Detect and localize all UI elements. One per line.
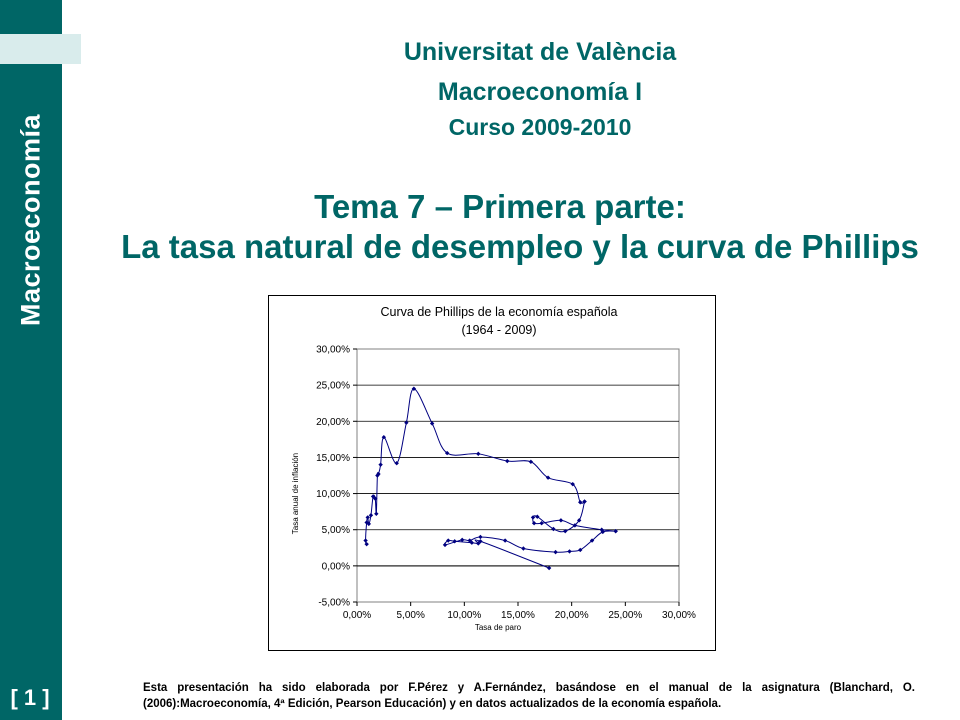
data-point xyxy=(442,542,448,548)
data-point xyxy=(411,386,417,391)
data-point xyxy=(378,462,383,467)
y-tick-label: -5,00% xyxy=(318,598,350,609)
data-point xyxy=(476,541,481,546)
chart-axes xyxy=(353,348,680,606)
data-point xyxy=(376,471,381,477)
data-point xyxy=(576,518,582,523)
data-point xyxy=(531,521,537,526)
x-tick-label: 30,00% xyxy=(662,610,696,621)
data-point xyxy=(394,461,399,466)
data-point xyxy=(478,534,483,540)
topic-subtitle: La tasa natural de desempleo y la curva … xyxy=(121,228,919,265)
x-tick-label: 0,00% xyxy=(343,610,371,621)
chart-series xyxy=(363,386,618,571)
y-tick-label: 10,00% xyxy=(316,489,350,500)
data-point xyxy=(404,420,409,425)
data-point xyxy=(521,546,526,551)
plot-area xyxy=(356,348,680,603)
chart-canvas: -5,00%0,00%5,00%10,00%15,00%20,00%25,00%… xyxy=(291,305,696,632)
x-axis-label: Tasa de paro xyxy=(475,623,522,632)
data-point xyxy=(374,511,379,517)
topic-title: Tema 7 – Primera parte: xyxy=(314,188,686,225)
data-point xyxy=(600,529,605,535)
course-name: Macroeconomía I xyxy=(437,78,643,106)
data-point xyxy=(373,496,378,501)
page-number: [ 1 ] xyxy=(10,685,50,710)
data-point xyxy=(551,526,556,532)
footer-note: Esta presentación ha sido elaborada por … xyxy=(143,682,915,710)
data-point xyxy=(446,538,451,543)
data-point xyxy=(558,518,564,523)
university-name: Universitat de València xyxy=(403,38,677,66)
y-tick-label: 15,00% xyxy=(316,453,350,464)
x-tick-label: 15,00% xyxy=(501,610,535,621)
series-line xyxy=(443,530,616,569)
data-point xyxy=(476,451,481,457)
y-tick-label: 0,00% xyxy=(322,561,350,572)
series-line xyxy=(532,501,616,533)
data-point xyxy=(546,565,552,571)
y-tick-label: 25,00% xyxy=(316,381,350,392)
chart-gridlines xyxy=(356,348,680,603)
data-point xyxy=(429,421,435,426)
data-point xyxy=(365,515,370,520)
y-axis-label: Tasa anual de inflación xyxy=(291,453,300,534)
chart-title: Curva de Phillips de la economía español… xyxy=(381,305,618,319)
x-tick-label: 20,00% xyxy=(555,610,589,621)
data-point xyxy=(469,540,475,545)
data-point xyxy=(368,513,374,518)
data-point xyxy=(364,541,369,547)
y-tick-label: 5,00% xyxy=(322,525,350,536)
data-point xyxy=(570,481,575,487)
x-tick-label: 5,00% xyxy=(396,610,424,621)
data-point xyxy=(478,539,483,544)
sidebar-accent-block xyxy=(0,34,81,64)
sidebar-title: Macroeconomía xyxy=(15,113,46,327)
data-point xyxy=(528,459,534,464)
data-point xyxy=(505,458,510,464)
chart-subtitle: (1964 - 2009) xyxy=(461,323,536,337)
x-tick-label: 10,00% xyxy=(447,610,481,621)
x-tick-label: 25,00% xyxy=(608,610,642,621)
data-point xyxy=(613,528,618,534)
data-point xyxy=(363,538,368,543)
data-point xyxy=(553,549,558,555)
sidebar xyxy=(0,0,62,720)
chart-labels: -5,00%0,00%5,00%10,00%15,00%20,00%25,00%… xyxy=(291,305,696,632)
data-point xyxy=(578,547,583,553)
course-year: Curso 2009-2010 xyxy=(448,114,632,140)
data-point xyxy=(545,475,551,480)
data-point xyxy=(502,538,508,543)
data-point xyxy=(567,549,572,554)
phillips-curve-chart: -5,00% 0,00% 5,00% 10,00% 15,00% 20,00% 25,00%… xyxy=(268,295,716,651)
y-tick-label: 30,00% xyxy=(316,345,350,356)
y-tick-label: 20,00% xyxy=(316,417,350,428)
